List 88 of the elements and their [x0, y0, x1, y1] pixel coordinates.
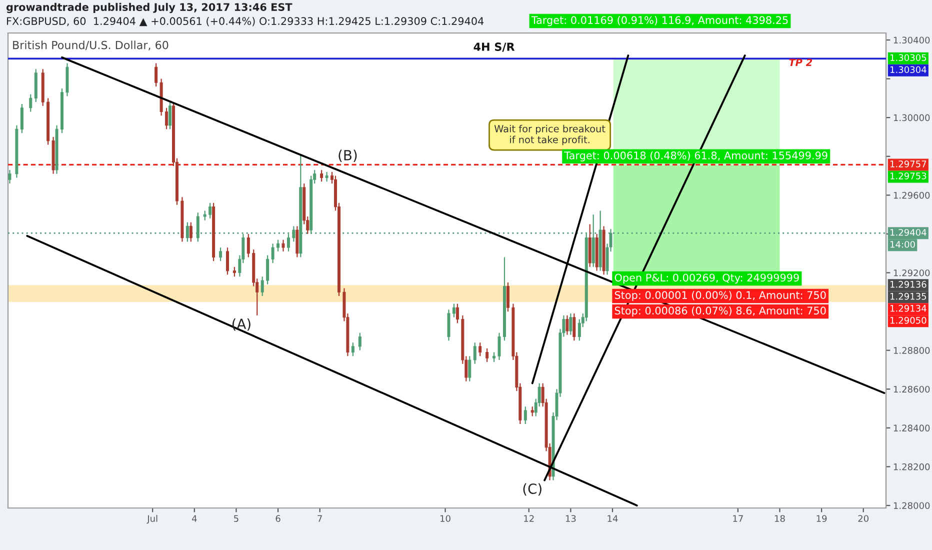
- text: 1.29135: [890, 292, 926, 300]
- text: 1.30305: [890, 54, 926, 62]
- y-tick-label: 1.28800: [894, 347, 930, 354]
- candlestick: [569, 312, 572, 336]
- candlestick: [20, 103, 24, 134]
- candlestick: [219, 246, 222, 262]
- x-tick-label: Jul: [146, 514, 158, 524]
- annotation: Stop: 0.00086 (0.07%) 8.6, Amount: 750: [614, 306, 826, 317]
- x-tick-label: 6: [276, 515, 280, 522]
- candlestick: [320, 169, 324, 182]
- candlestick: [203, 210, 206, 221]
- y-tick-label: 1.29600: [894, 192, 930, 199]
- candlestick: [260, 276, 264, 297]
- candlestick: [358, 332, 362, 351]
- candlestick: [296, 226, 299, 258]
- candlestick: [486, 348, 489, 363]
- text: 1.29136: [890, 280, 926, 288]
- text: growandtrade published July 13, 2017 13:46 EST: [6, 2, 292, 14]
- annotation: Stop: 0.00001 (0.00%) 0.1, Amount: 750: [614, 290, 826, 302]
- candlestick: [492, 352, 496, 363]
- candlestick: [165, 107, 168, 130]
- candlestick: [566, 314, 569, 336]
- candlestick: [478, 342, 482, 357]
- x-tick-label: 14: [608, 515, 618, 522]
- text: 14:00: [890, 240, 915, 248]
- candlestick: [286, 233, 290, 252]
- x-tick-label: 10: [440, 515, 450, 522]
- candlestick: [530, 406, 534, 417]
- candlestick: [325, 171, 328, 182]
- y-tick-label: 1.28400: [894, 424, 930, 432]
- annotation: Open P&L: 0.00269, Qty: 24999999: [614, 274, 799, 284]
- text: Target: 0.01169 (0.91%) 116.9, Amount: 4398.25: [531, 16, 788, 26]
- annotation: 4H S/R: [474, 42, 515, 52]
- candlestick: [447, 309, 450, 342]
- annotation: (B): [338, 150, 357, 162]
- x-tick-label: 4: [192, 515, 197, 522]
- chart-subtitle: FX:GBPUSD, 60 1.29404 ▲ +0.00561 (+0.44%) O:1.29333 H:1.29425 L:1.29309 C:1.29404: [7, 16, 484, 26]
- annotation: Target: 0.00618 (0.48%) 61.8, Amount: 155499.99: [564, 151, 828, 162]
- y-tick-label: 1.28600: [894, 386, 930, 393]
- candlestick: [351, 342, 354, 357]
- y-tick-label: 1.28200: [894, 463, 930, 470]
- candlestick: [452, 303, 456, 318]
- candlestick: [473, 342, 476, 364]
- x-tick-label: 20: [858, 515, 868, 522]
- ref-line-label: 1.30304: [890, 66, 926, 74]
- candlestick: [266, 254, 270, 285]
- candlestick: [498, 332, 501, 361]
- x-tick-label: 17: [733, 515, 743, 522]
- text: 1.29134: [890, 304, 926, 312]
- candlestick: [246, 233, 250, 258]
- candlestick: [168, 101, 172, 130]
- annotation: (C): [523, 483, 542, 496]
- y-tick-label: 1.30400: [894, 36, 930, 44]
- x-tick-label: 13: [566, 515, 576, 522]
- annotation: TP 2: [789, 58, 812, 66]
- ref-line-label: 1.29404: [890, 228, 926, 236]
- candlestick: [186, 222, 189, 242]
- candlestick: [29, 94, 32, 112]
- candlestick: [196, 212, 200, 242]
- text: 1.29753: [890, 172, 926, 180]
- x-tick-label: 7: [318, 515, 322, 522]
- candlestick: [271, 243, 274, 264]
- candlestick: [189, 222, 192, 242]
- text: British Pound/U.S. Dollar, 60: [13, 40, 168, 50]
- x-tick-label: 5: [234, 515, 238, 522]
- candlestick: [468, 356, 472, 382]
- candlestick: [276, 239, 280, 252]
- x-tick-label: 18: [774, 515, 785, 522]
- candlestick: [456, 303, 459, 324]
- candlestick: [208, 202, 212, 219]
- x-tick-label: 12: [524, 515, 534, 522]
- candlestick: [154, 62, 158, 88]
- candlestick: [524, 406, 527, 425]
- candlestick: [506, 282, 510, 312]
- candlestick: [232, 266, 236, 278]
- y-tick-label: 1.28000: [894, 502, 930, 510]
- candlestick: [226, 246, 229, 276]
- y-tick-label: 1.29200: [894, 269, 930, 276]
- annotation: Wait for price breakout if not take profit.: [494, 124, 606, 146]
- annotation: (A): [232, 318, 250, 331]
- ref-line-label: 1.29757: [890, 160, 926, 168]
- x-tick-label: 19: [816, 515, 827, 522]
- candlestick: [292, 226, 296, 242]
- text: 1.29050: [890, 316, 926, 324]
- y-tick-label: 1.30000: [894, 114, 930, 122]
- candlestick: [572, 312, 576, 342]
- candlestick: [8, 169, 12, 184]
- candlestick: [282, 239, 285, 252]
